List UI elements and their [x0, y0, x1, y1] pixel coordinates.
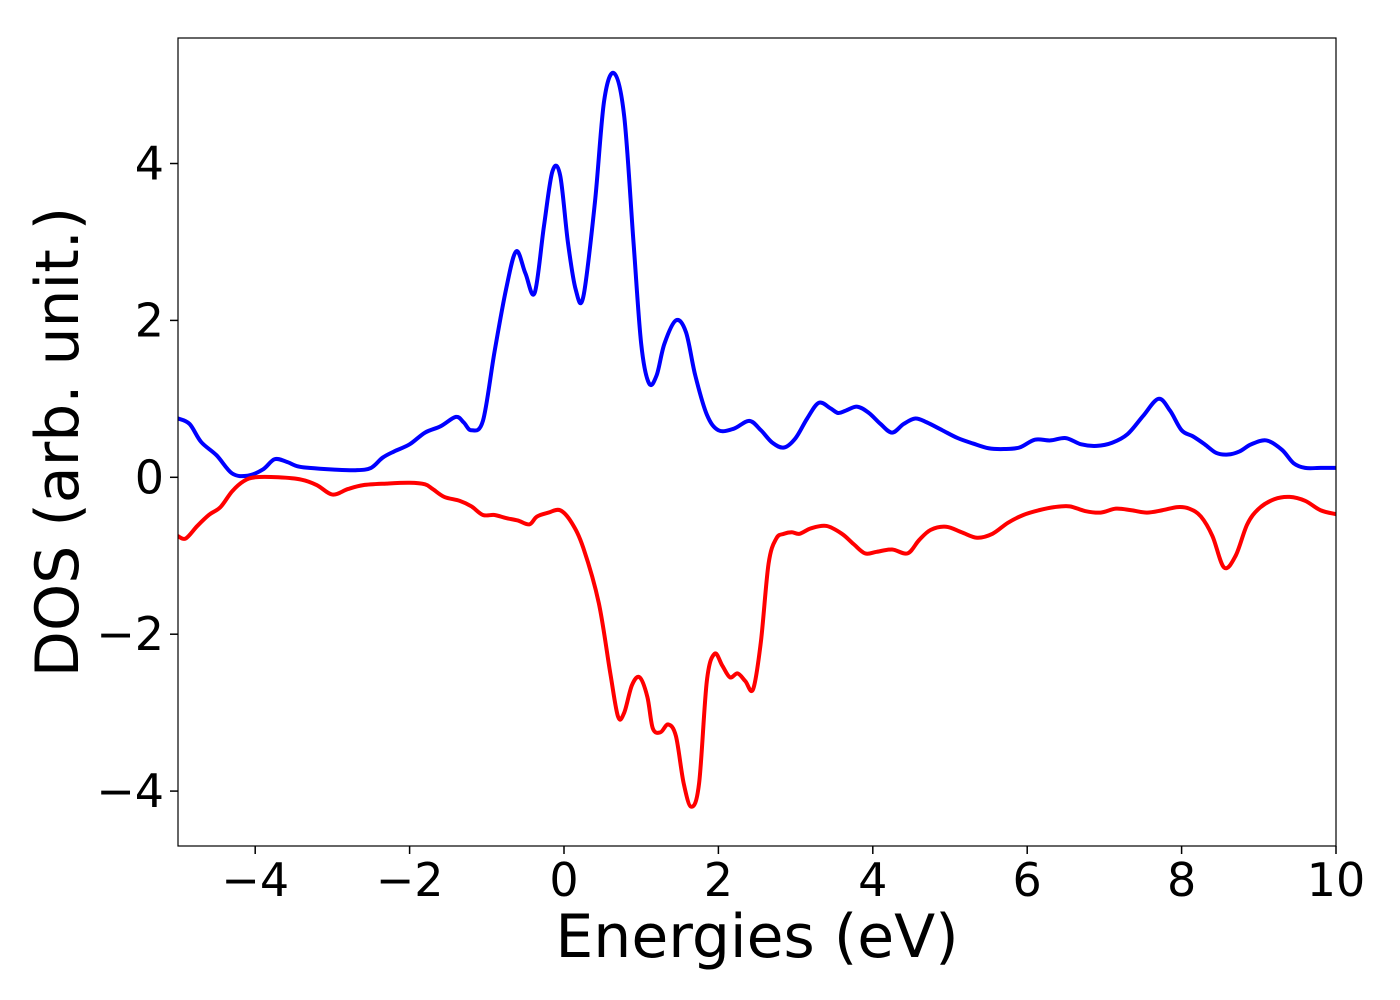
plot-frame — [177, 37, 1337, 847]
y-tick-label: −4 — [96, 764, 164, 818]
x-tick-label: 4 — [858, 853, 887, 907]
series-line-spin-down — [178, 474, 1336, 809]
y-tick-label: −2 — [96, 607, 164, 661]
x-tick-label: 0 — [549, 853, 578, 907]
y-axis-label: DOS (arb. unit.) — [23, 207, 93, 677]
y-axis: −4 −2 0 2 4 — [96, 137, 178, 818]
y-tick-label: 2 — [135, 293, 164, 347]
plot-area — [178, 70, 1336, 809]
x-tick-label: −2 — [376, 853, 444, 907]
x-tick-label: 10 — [1307, 853, 1366, 907]
x-tick-label: 6 — [1013, 853, 1042, 907]
x-axis: −4 −2 0 2 4 6 8 10 — [221, 846, 1365, 907]
x-tick-label: 8 — [1167, 853, 1196, 907]
x-axis-label: Energies (eV) — [555, 902, 958, 972]
y-tick-label: 4 — [135, 137, 164, 191]
x-tick-label: −4 — [221, 853, 289, 907]
y-tick-label: 0 — [135, 450, 164, 504]
series-line-spin-up — [178, 70, 1336, 479]
x-tick-label: 2 — [704, 853, 733, 907]
